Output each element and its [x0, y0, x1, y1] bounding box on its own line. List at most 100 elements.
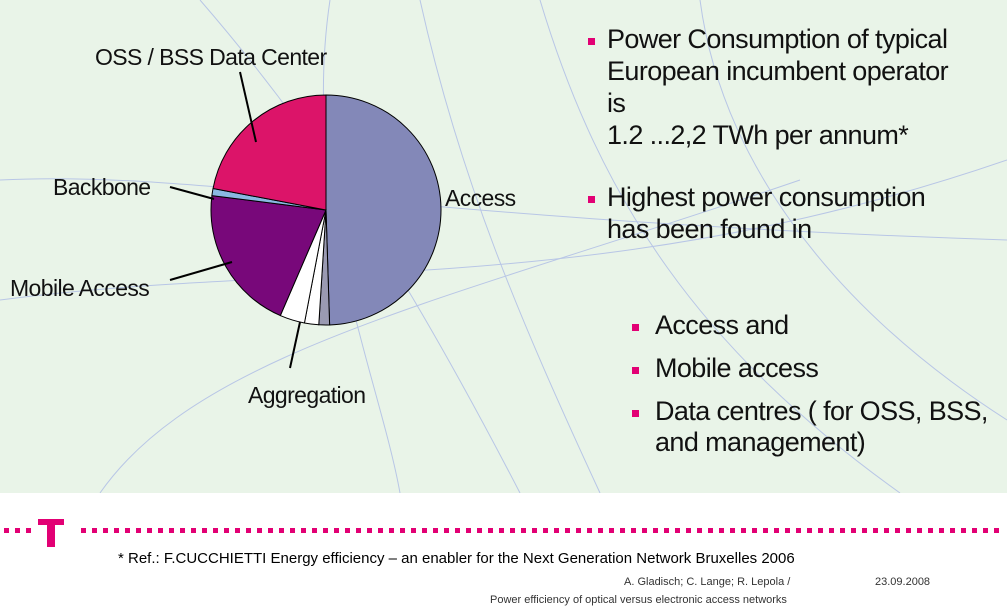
- sub-bullet-text: Mobile access: [655, 353, 818, 383]
- dot: [499, 528, 504, 533]
- dot: [26, 528, 31, 533]
- dot: [785, 528, 790, 533]
- dot: [169, 528, 174, 533]
- footnote: * Ref.: F.CUCCHIETTI Energy efficiency –…: [118, 550, 795, 567]
- bullet-text: 1.2 ...2,2 TWh per annum*: [607, 120, 909, 150]
- bullet-text: Power Consumption of typical: [607, 24, 947, 54]
- dot: [796, 528, 801, 533]
- dot: [455, 528, 460, 533]
- slice: [212, 94, 327, 211]
- footer-bg: [0, 493, 1007, 611]
- dot: [466, 528, 471, 533]
- dot: [598, 528, 603, 533]
- sub-bullet-text: Data centres ( for OSS, BSS,: [655, 396, 988, 426]
- slice-label: OSS / BSS Data Center: [95, 44, 328, 70]
- dot: [818, 528, 823, 533]
- slice-label: Aggregation: [248, 382, 365, 408]
- dot: [433, 528, 438, 533]
- leader-line: [289, 321, 301, 369]
- dot: [213, 528, 218, 533]
- dot: [807, 528, 812, 533]
- dot: [4, 528, 9, 533]
- dot: [631, 528, 636, 533]
- leader-line: [169, 186, 215, 200]
- dot: [939, 528, 944, 533]
- bullet-text: has been found in: [607, 214, 811, 244]
- dot: [147, 528, 152, 533]
- dot: [829, 528, 834, 533]
- slice-label: Backbone: [53, 174, 151, 200]
- dot: [235, 528, 240, 533]
- dot: [587, 528, 592, 533]
- dot: [752, 528, 757, 533]
- bullet-text: is: [607, 88, 625, 118]
- dot: [708, 528, 713, 533]
- dot: [851, 528, 856, 533]
- dot: [675, 528, 680, 533]
- dot: [411, 528, 416, 533]
- dot: [334, 528, 339, 533]
- dot: [719, 528, 724, 533]
- dot: [301, 528, 306, 533]
- dot: [895, 528, 900, 533]
- dot: [488, 528, 493, 533]
- dot: [356, 528, 361, 533]
- dot: [180, 528, 185, 533]
- dot: [323, 528, 328, 533]
- dot: [290, 528, 295, 533]
- dot: [950, 528, 955, 533]
- dot: [928, 528, 933, 533]
- dot: [136, 528, 141, 533]
- slice: [325, 94, 442, 326]
- dot: [565, 528, 570, 533]
- dot: [422, 528, 427, 533]
- dot: [873, 528, 878, 533]
- dot: [642, 528, 647, 533]
- bullet: [588, 196, 595, 203]
- dot: [961, 528, 966, 533]
- talk-title: Power efficiency of optical versus elect…: [490, 594, 787, 606]
- dot: [400, 528, 405, 533]
- dot: [862, 528, 867, 533]
- dot: [268, 528, 273, 533]
- dot: [81, 528, 86, 533]
- dot: [224, 528, 229, 533]
- pie: Access Aggregation Mobile Access Backbone OS…: [10, 44, 516, 408]
- bullet-text: Highest power consumption: [607, 182, 925, 212]
- sub-bullet-text: and management): [655, 427, 865, 457]
- slice-label: Access: [445, 185, 516, 211]
- dot: [774, 528, 779, 533]
- dot: [730, 528, 735, 533]
- authors: A. Gladisch; C. Lange; R. Lepola /: [624, 576, 791, 588]
- leader-line: [169, 261, 233, 281]
- dot: [279, 528, 284, 533]
- dot: [576, 528, 581, 533]
- dot: [345, 528, 350, 533]
- dot: [389, 528, 394, 533]
- dot: [125, 528, 130, 533]
- dot: [257, 528, 262, 533]
- dot: [994, 528, 999, 533]
- dot: [543, 528, 548, 533]
- dot: [653, 528, 658, 533]
- dot: [884, 528, 889, 533]
- dot: [554, 528, 559, 533]
- logo: [38, 519, 64, 547]
- sub-bullet-text: Access and: [655, 310, 789, 340]
- dot: [367, 528, 372, 533]
- dot: [983, 528, 988, 533]
- dot: [972, 528, 977, 533]
- dot: [477, 528, 482, 533]
- slice-label: Mobile Access: [10, 275, 149, 301]
- dot: [378, 528, 383, 533]
- sub-bullet: [632, 324, 639, 331]
- sub-bullet: [632, 367, 639, 374]
- dot: [906, 528, 911, 533]
- dot: [444, 528, 449, 533]
- bullet-text: European incumbent operator: [607, 56, 949, 86]
- dot: [763, 528, 768, 533]
- leader-line: [239, 71, 257, 143]
